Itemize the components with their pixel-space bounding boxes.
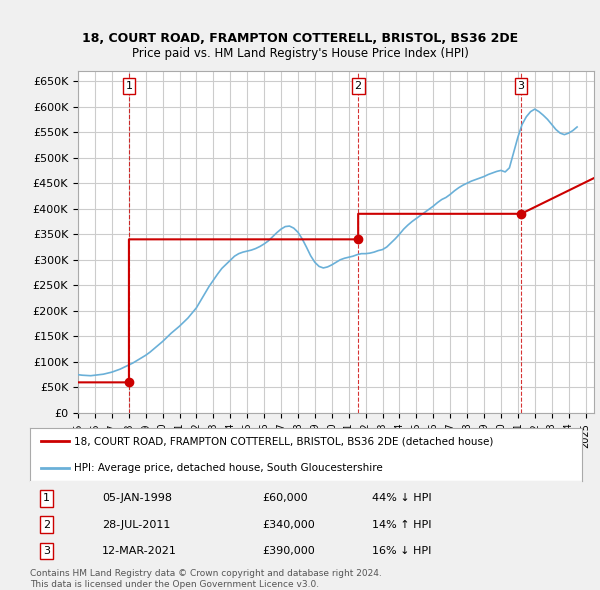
Text: HPI: Average price, detached house, South Gloucestershire: HPI: Average price, detached house, Sout… — [74, 463, 383, 473]
Text: 16% ↓ HPI: 16% ↓ HPI — [372, 546, 431, 556]
Text: Price paid vs. HM Land Registry's House Price Index (HPI): Price paid vs. HM Land Registry's House … — [131, 47, 469, 60]
Text: 3: 3 — [518, 81, 524, 91]
Text: 18, COURT ROAD, FRAMPTON COTTERELL, BRISTOL, BS36 2DE: 18, COURT ROAD, FRAMPTON COTTERELL, BRIS… — [82, 32, 518, 45]
Text: 44% ↓ HPI: 44% ↓ HPI — [372, 493, 432, 503]
Text: 1: 1 — [125, 81, 133, 91]
Text: £390,000: £390,000 — [262, 546, 314, 556]
Text: 14% ↑ HPI: 14% ↑ HPI — [372, 520, 432, 530]
Text: 28-JUL-2011: 28-JUL-2011 — [102, 520, 170, 530]
Text: 05-JAN-1998: 05-JAN-1998 — [102, 493, 172, 503]
Text: 1: 1 — [43, 493, 50, 503]
Text: £340,000: £340,000 — [262, 520, 314, 530]
Text: 3: 3 — [43, 546, 50, 556]
Text: 2: 2 — [43, 520, 50, 530]
Text: Contains HM Land Registry data © Crown copyright and database right 2024.: Contains HM Land Registry data © Crown c… — [30, 569, 382, 578]
Text: 18, COURT ROAD, FRAMPTON COTTERELL, BRISTOL, BS36 2DE (detached house): 18, COURT ROAD, FRAMPTON COTTERELL, BRIS… — [74, 436, 494, 446]
Text: This data is licensed under the Open Government Licence v3.0.: This data is licensed under the Open Gov… — [30, 579, 319, 589]
Text: 12-MAR-2021: 12-MAR-2021 — [102, 546, 176, 556]
Text: 2: 2 — [355, 81, 362, 91]
Text: £60,000: £60,000 — [262, 493, 307, 503]
